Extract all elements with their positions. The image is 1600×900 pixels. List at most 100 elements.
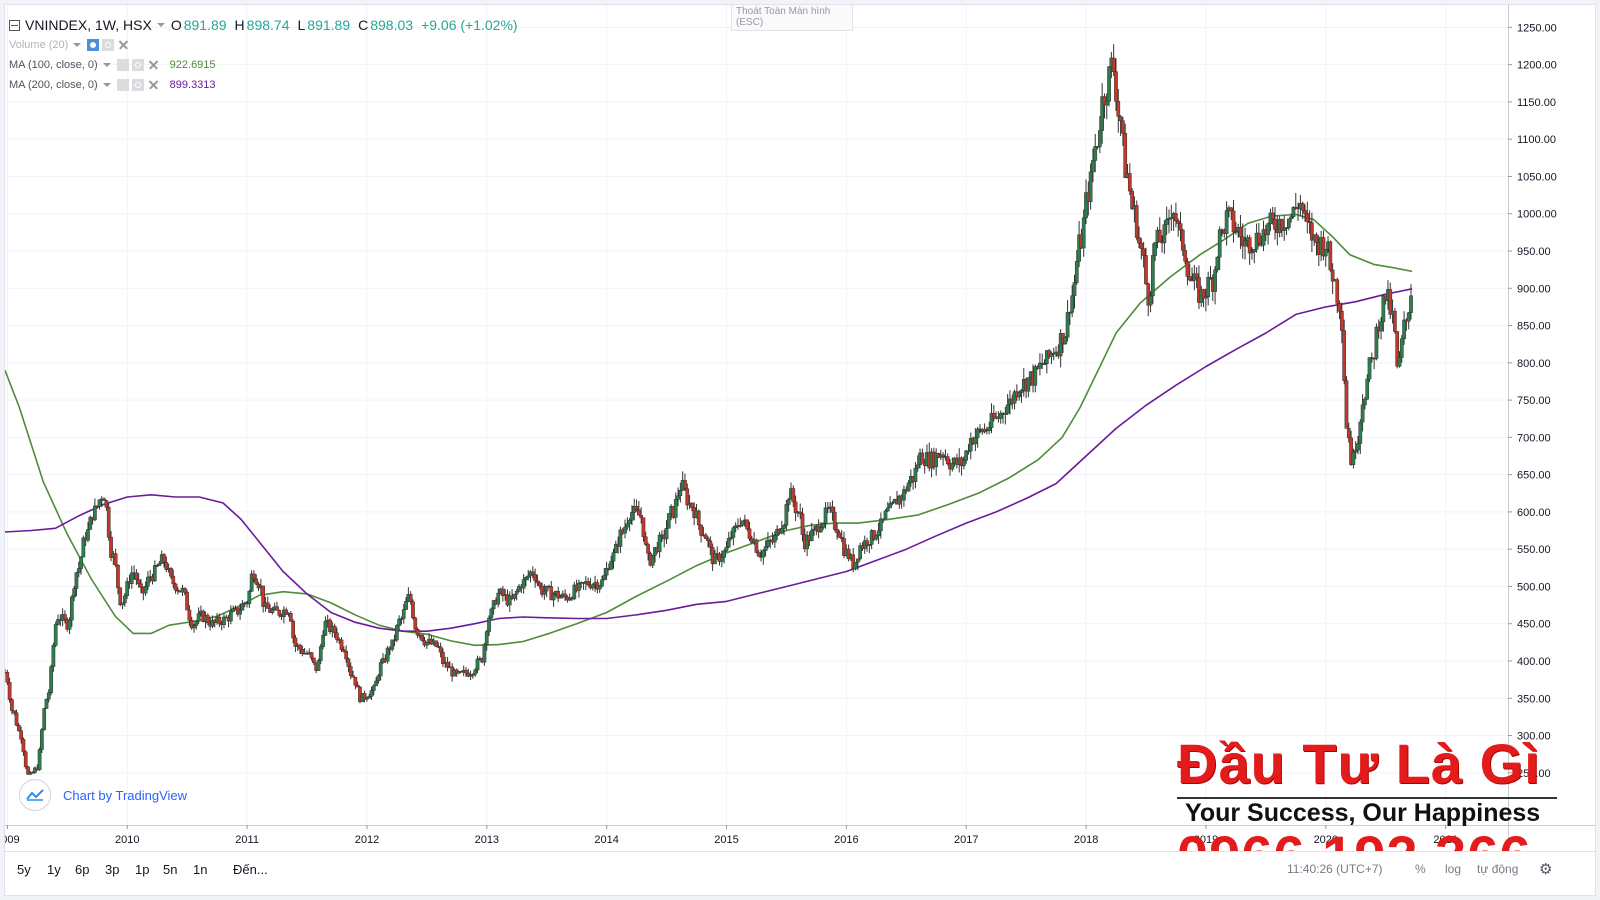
gear-icon[interactable] — [102, 39, 115, 51]
ohlc-value: 891.89 — [183, 17, 227, 33]
period-button[interactable]: 5y — [17, 862, 31, 877]
candle-up — [30, 772, 35, 774]
candle-up — [558, 596, 563, 599]
tradingview-branding[interactable]: Chart by TradingView — [19, 779, 187, 811]
candle-up — [950, 463, 955, 470]
y-tick-label: 950.00 — [1517, 246, 1551, 258]
candle-up — [1068, 312, 1072, 314]
candle-down — [1114, 71, 1118, 102]
indicator-label[interactable]: Volume (20) — [9, 39, 69, 51]
candle-down — [1144, 255, 1148, 285]
candle-up — [473, 669, 478, 675]
close-icon[interactable] — [147, 79, 159, 91]
chevron-down-icon[interactable] — [102, 83, 111, 87]
candle-up — [1365, 378, 1370, 400]
candle-down — [335, 632, 339, 640]
period-button[interactable]: 1n — [193, 862, 208, 877]
eye-icon[interactable] — [87, 39, 100, 51]
chevron-down-icon[interactable] — [156, 23, 165, 27]
candle-up — [51, 645, 56, 667]
candle-up — [1243, 240, 1247, 247]
period-button[interactable]: 1p — [135, 862, 150, 877]
candle-down — [10, 699, 14, 711]
chevron-down-icon[interactable] — [73, 43, 82, 47]
candle-down — [920, 452, 925, 464]
candle-down — [413, 617, 418, 630]
period-button[interactable]: 1y — [47, 862, 61, 877]
candle-down — [182, 587, 187, 593]
candle-down — [169, 568, 173, 577]
candle-up — [650, 555, 655, 566]
candle-up — [1397, 357, 1402, 367]
clock-display[interactable]: 11:40:26 (UTC+7) — [1287, 862, 1383, 876]
ohlc-key: L — [297, 17, 306, 33]
candle-up — [88, 516, 93, 530]
candle-down — [1314, 234, 1319, 243]
candle-up — [238, 610, 242, 615]
candle-down — [1178, 223, 1183, 231]
candle-down — [341, 649, 346, 652]
candle-up — [604, 567, 609, 576]
candle-up — [572, 584, 577, 600]
candle-down — [1335, 279, 1340, 304]
gear-icon[interactable] — [131, 59, 144, 71]
indicator-row[interactable]: Volume (20) — [9, 35, 518, 55]
eye-icon[interactable] — [116, 79, 129, 91]
auto-scale-toggle[interactable]: tự động — [1477, 862, 1519, 876]
collapse-icon[interactable] — [9, 19, 20, 31]
candle-down — [284, 609, 289, 615]
candle-up — [1088, 171, 1093, 202]
candle-down — [835, 529, 839, 534]
indicator-row[interactable]: MA (200, close, 0) 899.3313 — [9, 75, 518, 95]
candle-up — [1148, 295, 1153, 306]
candle-down — [109, 536, 113, 558]
gear-icon[interactable] — [131, 79, 144, 91]
candle-down — [745, 519, 750, 530]
candle-up — [1217, 229, 1222, 258]
candle-up — [1374, 326, 1379, 359]
candle-up — [731, 527, 736, 538]
candle-down — [685, 488, 690, 506]
candle-up — [544, 585, 549, 592]
candle-down — [706, 538, 710, 542]
candle-up — [194, 621, 199, 626]
chart-area[interactable]: 250.00 300.00 350.00 400.00 450.00 500.00 550.… — [5, 5, 1596, 851]
candle-down — [945, 456, 950, 465]
candle-down — [466, 672, 471, 677]
period-button[interactable]: 6p — [75, 862, 90, 877]
log-scale-toggle[interactable]: log — [1445, 862, 1462, 876]
candle-up — [722, 550, 726, 558]
y-tick-label: 600.00 — [1517, 507, 1551, 519]
candle-down — [839, 537, 844, 539]
close-icon[interactable] — [147, 59, 159, 71]
candle-up — [1206, 276, 1211, 298]
change-value: +9.06 (+1.02%) — [421, 17, 518, 33]
chevron-down-icon[interactable] — [102, 63, 111, 67]
candle-down — [254, 578, 259, 585]
candle-up — [514, 590, 519, 595]
candle-down — [690, 502, 694, 508]
indicator-label[interactable]: MA (200, close, 0) — [9, 79, 98, 91]
candle-up — [524, 577, 528, 580]
close-icon[interactable] — [117, 39, 129, 51]
candle-up — [249, 573, 254, 592]
x-tick-label: 2021 — [1433, 834, 1457, 846]
candle-down — [346, 658, 351, 667]
candle-up — [542, 590, 547, 595]
eye-icon[interactable] — [116, 59, 129, 71]
candle-up — [676, 495, 680, 500]
candle-up — [1367, 357, 1372, 380]
percent-scale-toggle[interactable]: % — [1415, 862, 1426, 876]
indicator-row[interactable]: MA (100, close, 0) 922.6915 — [9, 55, 518, 75]
goto-date-button[interactable]: Đến... — [233, 862, 268, 877]
period-button[interactable]: 5n — [163, 862, 178, 877]
gear-icon[interactable]: ⚙ — [1539, 861, 1553, 878]
candle-up — [1065, 312, 1070, 338]
symbol-label[interactable]: VNINDEX, 1W, HSX — [25, 17, 152, 33]
candle-up — [397, 618, 401, 626]
candle-up — [1409, 295, 1413, 313]
indicator-label[interactable]: MA (100, close, 0) — [9, 59, 98, 71]
exit-fullscreen-hint[interactable]: Thoát Toàn Màn hình (ESC) — [731, 5, 853, 31]
candle-up — [1072, 282, 1077, 296]
period-button[interactable]: 3p — [105, 862, 120, 877]
